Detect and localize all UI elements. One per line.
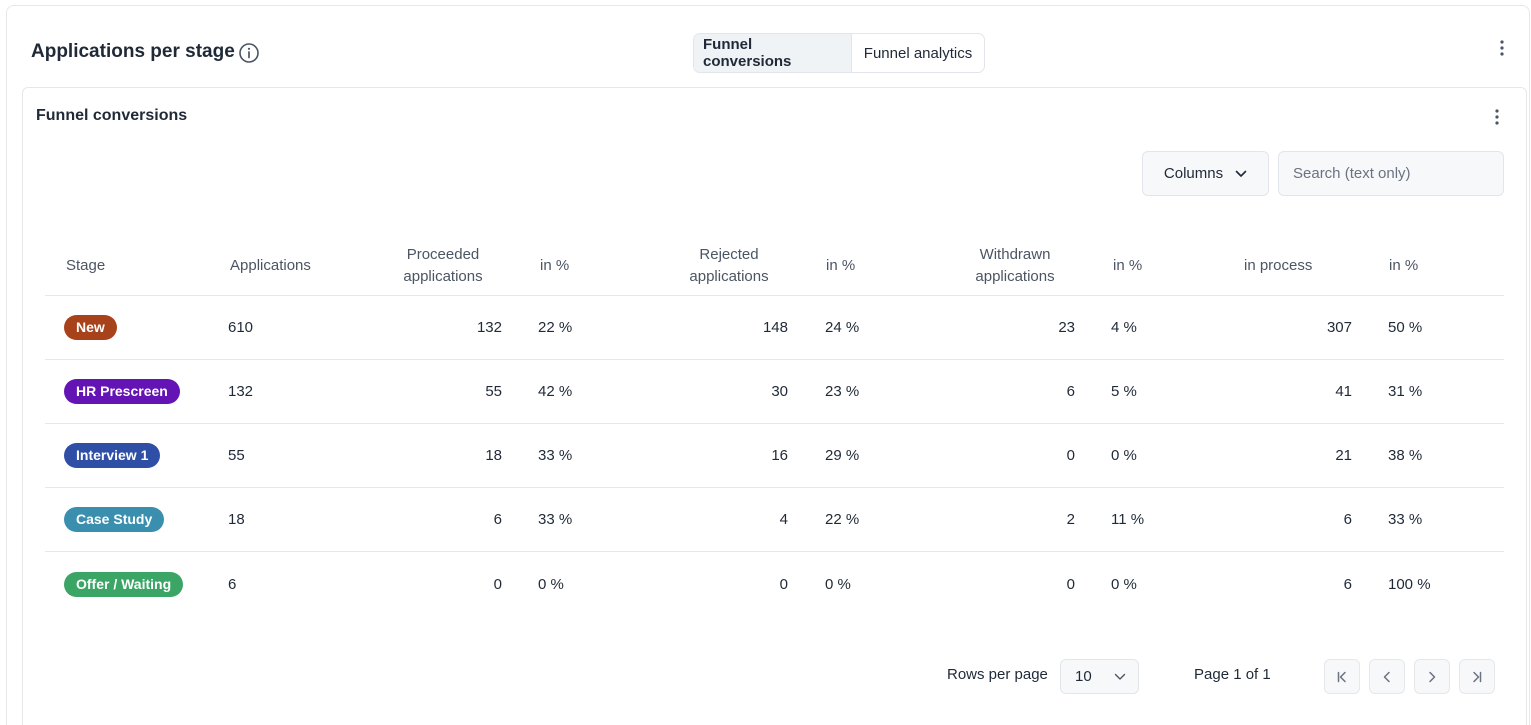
rejected-cell: 4 bbox=[779, 511, 788, 528]
chevron-down-icon bbox=[1114, 673, 1126, 680]
funnel-table: Stage Applications Proceeded application… bbox=[45, 237, 1504, 616]
in-process-pct-cell: 100 % bbox=[1388, 575, 1431, 593]
header-proceeded-line1: Proceeded bbox=[406, 246, 480, 263]
section-title: Funnel conversions bbox=[36, 107, 188, 124]
info-icon[interactable] bbox=[238, 42, 260, 64]
table-row: Offer / Waiting 6 0 0 % 0 0 % 0 0 % 6 10… bbox=[45, 552, 1504, 616]
proceeded-pct-cell: 42 % bbox=[538, 383, 573, 400]
in-process-cell: 6 bbox=[1343, 511, 1352, 528]
stage-badge: Case Study bbox=[64, 507, 165, 532]
header-rejected-line2: applications bbox=[689, 268, 769, 285]
in-process-cell: 6 bbox=[1343, 575, 1352, 593]
last-page-button[interactable] bbox=[1459, 659, 1495, 694]
header-stage[interactable]: Stage bbox=[66, 257, 106, 274]
header-rejected-line1: Rejected bbox=[699, 246, 759, 263]
withdrawn-cell: 6 bbox=[1066, 383, 1075, 400]
page-indicator: Page 1 of 1 bbox=[1194, 666, 1271, 683]
rejected-cell: 16 bbox=[771, 447, 788, 464]
search-input[interactable] bbox=[1278, 151, 1504, 196]
chevron-down-icon bbox=[1235, 170, 1247, 177]
proceeded-cell: 0 bbox=[493, 575, 502, 593]
in-process-cell: 41 bbox=[1335, 383, 1352, 400]
header-withdrawn-line2: applications bbox=[975, 268, 1055, 285]
stage-badge: New bbox=[64, 315, 117, 340]
withdrawn-cell: 23 bbox=[1058, 319, 1075, 336]
more-vertical-icon[interactable] bbox=[1497, 38, 1507, 58]
proceeded-cell: 132 bbox=[476, 319, 502, 336]
proceeded-cell: 55 bbox=[485, 383, 502, 400]
proceeded-pct-cell: 33 % bbox=[538, 511, 573, 528]
rows-per-page-label: Rows per page bbox=[947, 666, 1048, 683]
tab-funnel-conversions[interactable]: Funnel conversions bbox=[694, 34, 852, 72]
header-proceeded-pct[interactable]: in % bbox=[540, 257, 570, 274]
rejected-pct-cell: 23 % bbox=[825, 383, 860, 400]
proceeded-cell: 18 bbox=[485, 447, 502, 464]
withdrawn-cell: 0 bbox=[1066, 575, 1075, 593]
next-page-icon bbox=[1429, 671, 1436, 682]
rejected-cell: 30 bbox=[771, 383, 788, 400]
first-page-button[interactable] bbox=[1324, 659, 1360, 694]
next-page-button[interactable] bbox=[1414, 659, 1450, 694]
prev-page-icon bbox=[1383, 671, 1390, 682]
in-process-pct-cell: 31 % bbox=[1388, 383, 1423, 400]
header-withdrawn-line1: Withdrawn bbox=[979, 246, 1051, 263]
header-rejected[interactable]: Rejected applications bbox=[683, 244, 775, 288]
in-process-pct-cell: 33 % bbox=[1388, 511, 1423, 528]
in-process-cell: 21 bbox=[1335, 447, 1352, 464]
first-page-icon bbox=[1337, 671, 1346, 682]
rejected-pct-cell: 24 % bbox=[825, 319, 860, 336]
in-process-pct-cell: 50 % bbox=[1388, 319, 1423, 336]
stage-badge: HR Prescreen bbox=[64, 379, 180, 404]
table-row: HR Prescreen 132 55 42 % 30 23 % 6 5 % 4… bbox=[45, 360, 1504, 424]
stage-badge: Offer / Waiting bbox=[64, 571, 184, 597]
table-header: Stage Applications Proceeded application… bbox=[45, 237, 1504, 296]
funnel-conversions-card bbox=[22, 87, 1527, 725]
last-page-icon bbox=[1473, 671, 1482, 682]
header-withdrawn-pct[interactable]: in % bbox=[1113, 257, 1143, 274]
columns-button[interactable]: Columns bbox=[1142, 151, 1269, 196]
tab-funnel-analytics[interactable]: Funnel analytics bbox=[863, 44, 973, 62]
view-toggle: Funnel conversions Funnel analytics bbox=[693, 33, 985, 73]
applications-cell: 55 bbox=[228, 447, 245, 464]
applications-cell: 18 bbox=[228, 511, 245, 528]
header-withdrawn[interactable]: Withdrawn applications bbox=[969, 244, 1061, 288]
header-in-process-pct[interactable]: in % bbox=[1389, 257, 1419, 274]
header-proceeded-line2: applications bbox=[403, 268, 483, 285]
proceeded-cell: 6 bbox=[493, 511, 502, 528]
table-row: Case Study 18 6 33 % 4 22 % 2 11 % 6 33 … bbox=[45, 488, 1504, 552]
proceeded-pct-cell: 22 % bbox=[538, 319, 573, 336]
columns-label: Columns bbox=[1163, 165, 1224, 182]
withdrawn-pct-cell: 5 % bbox=[1111, 383, 1137, 400]
header-in-process[interactable]: in process bbox=[1244, 257, 1313, 274]
rows-per-page-select[interactable]: 10 bbox=[1060, 659, 1139, 694]
in-process-pct-cell: 38 % bbox=[1388, 447, 1423, 464]
header-proceeded[interactable]: Proceeded applications bbox=[397, 244, 489, 288]
header-rejected-pct[interactable]: in % bbox=[826, 257, 856, 274]
table-row: Interview 1 55 18 33 % 16 29 % 0 0 % 21 … bbox=[45, 424, 1504, 488]
rejected-pct-cell: 22 % bbox=[825, 511, 860, 528]
rejected-pct-cell: 0 % bbox=[825, 575, 851, 593]
proceeded-pct-cell: 0 % bbox=[538, 575, 564, 593]
header-applications[interactable]: Applications bbox=[230, 257, 311, 274]
prev-page-button[interactable] bbox=[1369, 659, 1405, 694]
applications-cell: 610 bbox=[228, 319, 254, 336]
rows-per-page-value: 10 bbox=[1075, 668, 1092, 685]
applications-cell: 6 bbox=[228, 575, 237, 593]
applications-cell: 132 bbox=[228, 383, 254, 400]
in-process-cell: 307 bbox=[1326, 319, 1352, 336]
stage-badge: Interview 1 bbox=[64, 443, 161, 468]
rejected-pct-cell: 29 % bbox=[825, 447, 860, 464]
withdrawn-pct-cell: 4 % bbox=[1111, 319, 1137, 336]
withdrawn-pct-cell: 11 % bbox=[1111, 511, 1145, 528]
page-title: Applications per stage bbox=[31, 41, 235, 62]
rejected-cell: 0 bbox=[779, 575, 788, 593]
withdrawn-cell: 0 bbox=[1066, 447, 1075, 464]
withdrawn-cell: 2 bbox=[1066, 511, 1075, 528]
withdrawn-pct-cell: 0 % bbox=[1111, 575, 1137, 593]
withdrawn-pct-cell: 0 % bbox=[1111, 447, 1137, 464]
table-row: New 610 132 22 % 148 24 % 23 4 % 307 50 … bbox=[45, 296, 1504, 360]
more-vertical-icon[interactable] bbox=[1492, 107, 1502, 127]
rejected-cell: 148 bbox=[762, 319, 788, 336]
proceeded-pct-cell: 33 % bbox=[538, 447, 573, 464]
